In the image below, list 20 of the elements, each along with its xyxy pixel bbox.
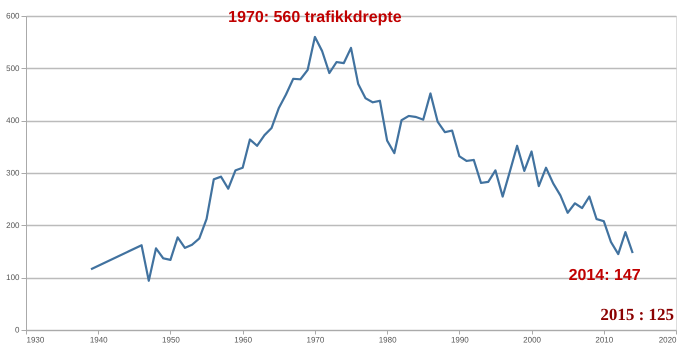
y-tick-label: 300: [6, 168, 20, 178]
y-tick-label: 600: [6, 12, 20, 20]
x-tick-label: 1980: [378, 336, 398, 344]
y-tick-label: 100: [6, 273, 20, 282]
x-tick-label: 1950: [162, 336, 180, 344]
x-tick-label: 2020: [658, 336, 678, 344]
annotation: 2015 : 125: [600, 304, 674, 324]
x-tick-label: 1940: [90, 336, 108, 344]
x-tick-label: 1960: [234, 336, 253, 344]
x-tick-label: 2010: [595, 336, 614, 344]
y-tick-label: 400: [6, 116, 20, 126]
x-tick-label: 2000: [523, 336, 542, 344]
x-tick-label: 1990: [450, 336, 470, 344]
y-tick-label: 500: [6, 64, 20, 73]
annotation: 2014: 147: [568, 267, 641, 284]
x-tick-label: 1930: [26, 336, 45, 344]
y-tick-label: 0: [15, 326, 20, 334]
y-tick-label: 200: [6, 220, 20, 230]
annotation: 1970: 560 trafikkdrepte: [228, 8, 402, 26]
x-tick-label: 1970: [306, 336, 325, 344]
